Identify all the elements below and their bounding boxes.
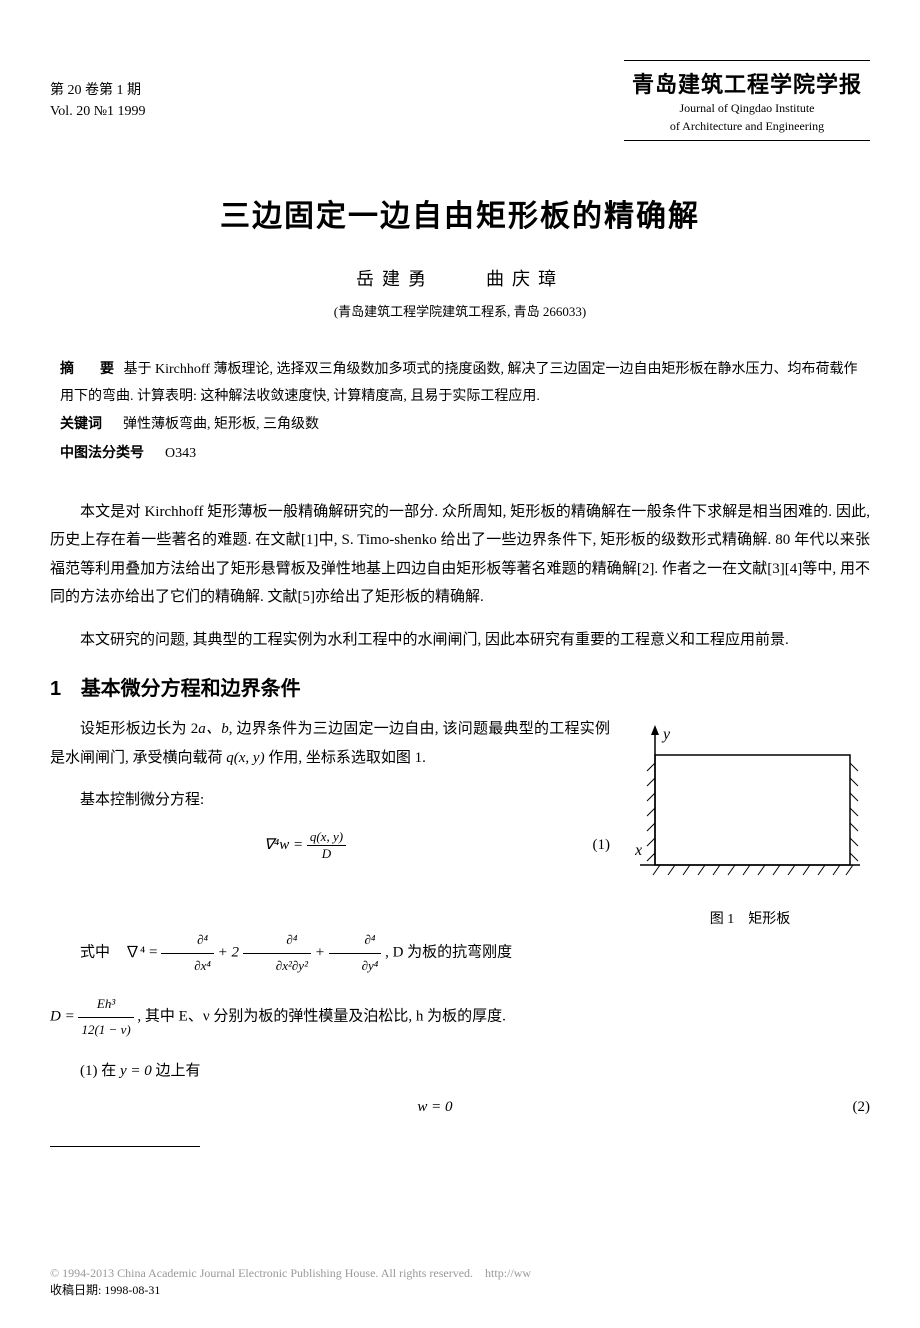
equation-2-body: w = 0 xyxy=(50,1099,820,1116)
figure-1: y x 图 1 矩形板 xyxy=(630,715,870,928)
clc-label: 中图法分类号 xyxy=(60,444,144,460)
section-1-left: 设矩形板边长为 2a、b, 边界条件为三边固定一边自由, 该问题最典型的工程实例… xyxy=(50,715,610,870)
volume-cn: 第 20 卷第 1 期 xyxy=(50,80,146,101)
page-footer: © 1994-2013 China Academic Journal Elect… xyxy=(50,1264,870,1298)
clc-text: O343 xyxy=(165,446,196,461)
section-1-p1: 设矩形板边长为 2a、b, 边界条件为三边固定一边自由, 该问题最典型的工程实例… xyxy=(50,715,610,772)
footer-separator xyxy=(50,1146,200,1147)
section-1-p3: 式中 ∇⁴ = ∂⁴∂x⁴ + 2 ∂⁴∂x²∂y² + ∂⁴∂y⁴ , D 为… xyxy=(50,928,870,978)
journal-title-cn: 青岛建筑工程学院学报 xyxy=(632,67,862,99)
copyright-text: © 1994-2013 China Academic Journal Elect… xyxy=(50,1266,531,1280)
figure-1-caption: 图 1 矩形板 xyxy=(630,908,870,928)
equation-2: w = 0 (2) xyxy=(50,1099,870,1116)
abstract-block: 摘 要 基于 Kirchhoff 薄板理论, 选择双三角级数加多项式的挠度函数,… xyxy=(60,355,860,467)
section-1-heading: 基本微分方程和边界条件 xyxy=(81,678,301,700)
page-header: 第 20 卷第 1 期 Vol. 20 №1 1999 青岛建筑工程学院学报 J… xyxy=(50,60,870,141)
keywords-label: 关键词 xyxy=(60,415,102,431)
abstract-text: 基于 Kirchhoff 薄板理论, 选择双三角级数加多项式的挠度函数, 解决了… xyxy=(60,362,857,404)
paper-title: 三边固定一边自由矩形板的精确解 xyxy=(50,191,870,235)
x-axis-label: x xyxy=(635,842,642,859)
intro-p2: 本文研究的问题, 其典型的工程实例为水利工程中的水闸闸门, 因此本研究有重要的工… xyxy=(50,626,870,655)
affiliation: (青岛建筑工程学院建筑工程系, 青岛 266033) xyxy=(50,301,870,320)
section-1-p2: 基本控制微分方程: xyxy=(50,786,610,815)
section-1-title: 1 基本微分方程和边界条件 xyxy=(50,672,870,701)
clc-row: 中图法分类号 O343 xyxy=(60,439,860,468)
section-1-content: 设矩形板边长为 2a、b, 边界条件为三边固定一边自由, 该问题最典型的工程实例… xyxy=(50,715,870,928)
equation-1: ∇⁴w = q(x, y) D (1) xyxy=(50,829,610,862)
journal-box: 青岛建筑工程学院学报 Journal of Qingdao Institute … xyxy=(624,60,870,141)
section-1-p5: (1) 在 y = 0 边上有 xyxy=(50,1057,870,1086)
intro-p1: 本文是对 Kirchhoff 矩形薄板一般精确解研究的一部分. 众所周知, 矩形… xyxy=(50,498,870,612)
equation-1-number: (1) xyxy=(560,837,610,854)
abstract-row: 摘 要 基于 Kirchhoff 薄板理论, 选择双三角级数加多项式的挠度函数,… xyxy=(60,355,860,410)
authors: 岳建勇 曲庆璋 xyxy=(50,265,870,291)
volume-en: Vol. 20 №1 1999 xyxy=(50,101,146,122)
abstract-label: 摘 要 xyxy=(60,360,120,376)
journal-title-en1: Journal of Qingdao Institute xyxy=(632,101,862,117)
volume-info: 第 20 卷第 1 期 Vol. 20 №1 1999 xyxy=(50,60,146,122)
y-axis-label: y xyxy=(661,726,671,743)
journal-title-en2: of Architecture and Engineering xyxy=(632,119,862,135)
equation-2-number: (2) xyxy=(820,1099,870,1116)
figure-1-svg: y x xyxy=(635,725,865,895)
equation-1-frac: q(x, y) D xyxy=(307,829,346,862)
section-1-num: 1 xyxy=(50,678,61,701)
keywords-row: 关键词 弹性薄板弯曲, 矩形板, 三角级数 xyxy=(60,410,860,439)
keywords-text: 弹性薄板弯曲, 矩形板, 三角级数 xyxy=(123,417,319,432)
equation-1-body: ∇⁴w = q(x, y) D xyxy=(50,829,560,862)
section-1-p4: D = Eh³ 12(1 − ν) , 其中 E、ν 分别为板的弹性模量及泊松比… xyxy=(50,992,870,1042)
received-date: 收稿日期: 1998-08-31 xyxy=(50,1283,160,1297)
